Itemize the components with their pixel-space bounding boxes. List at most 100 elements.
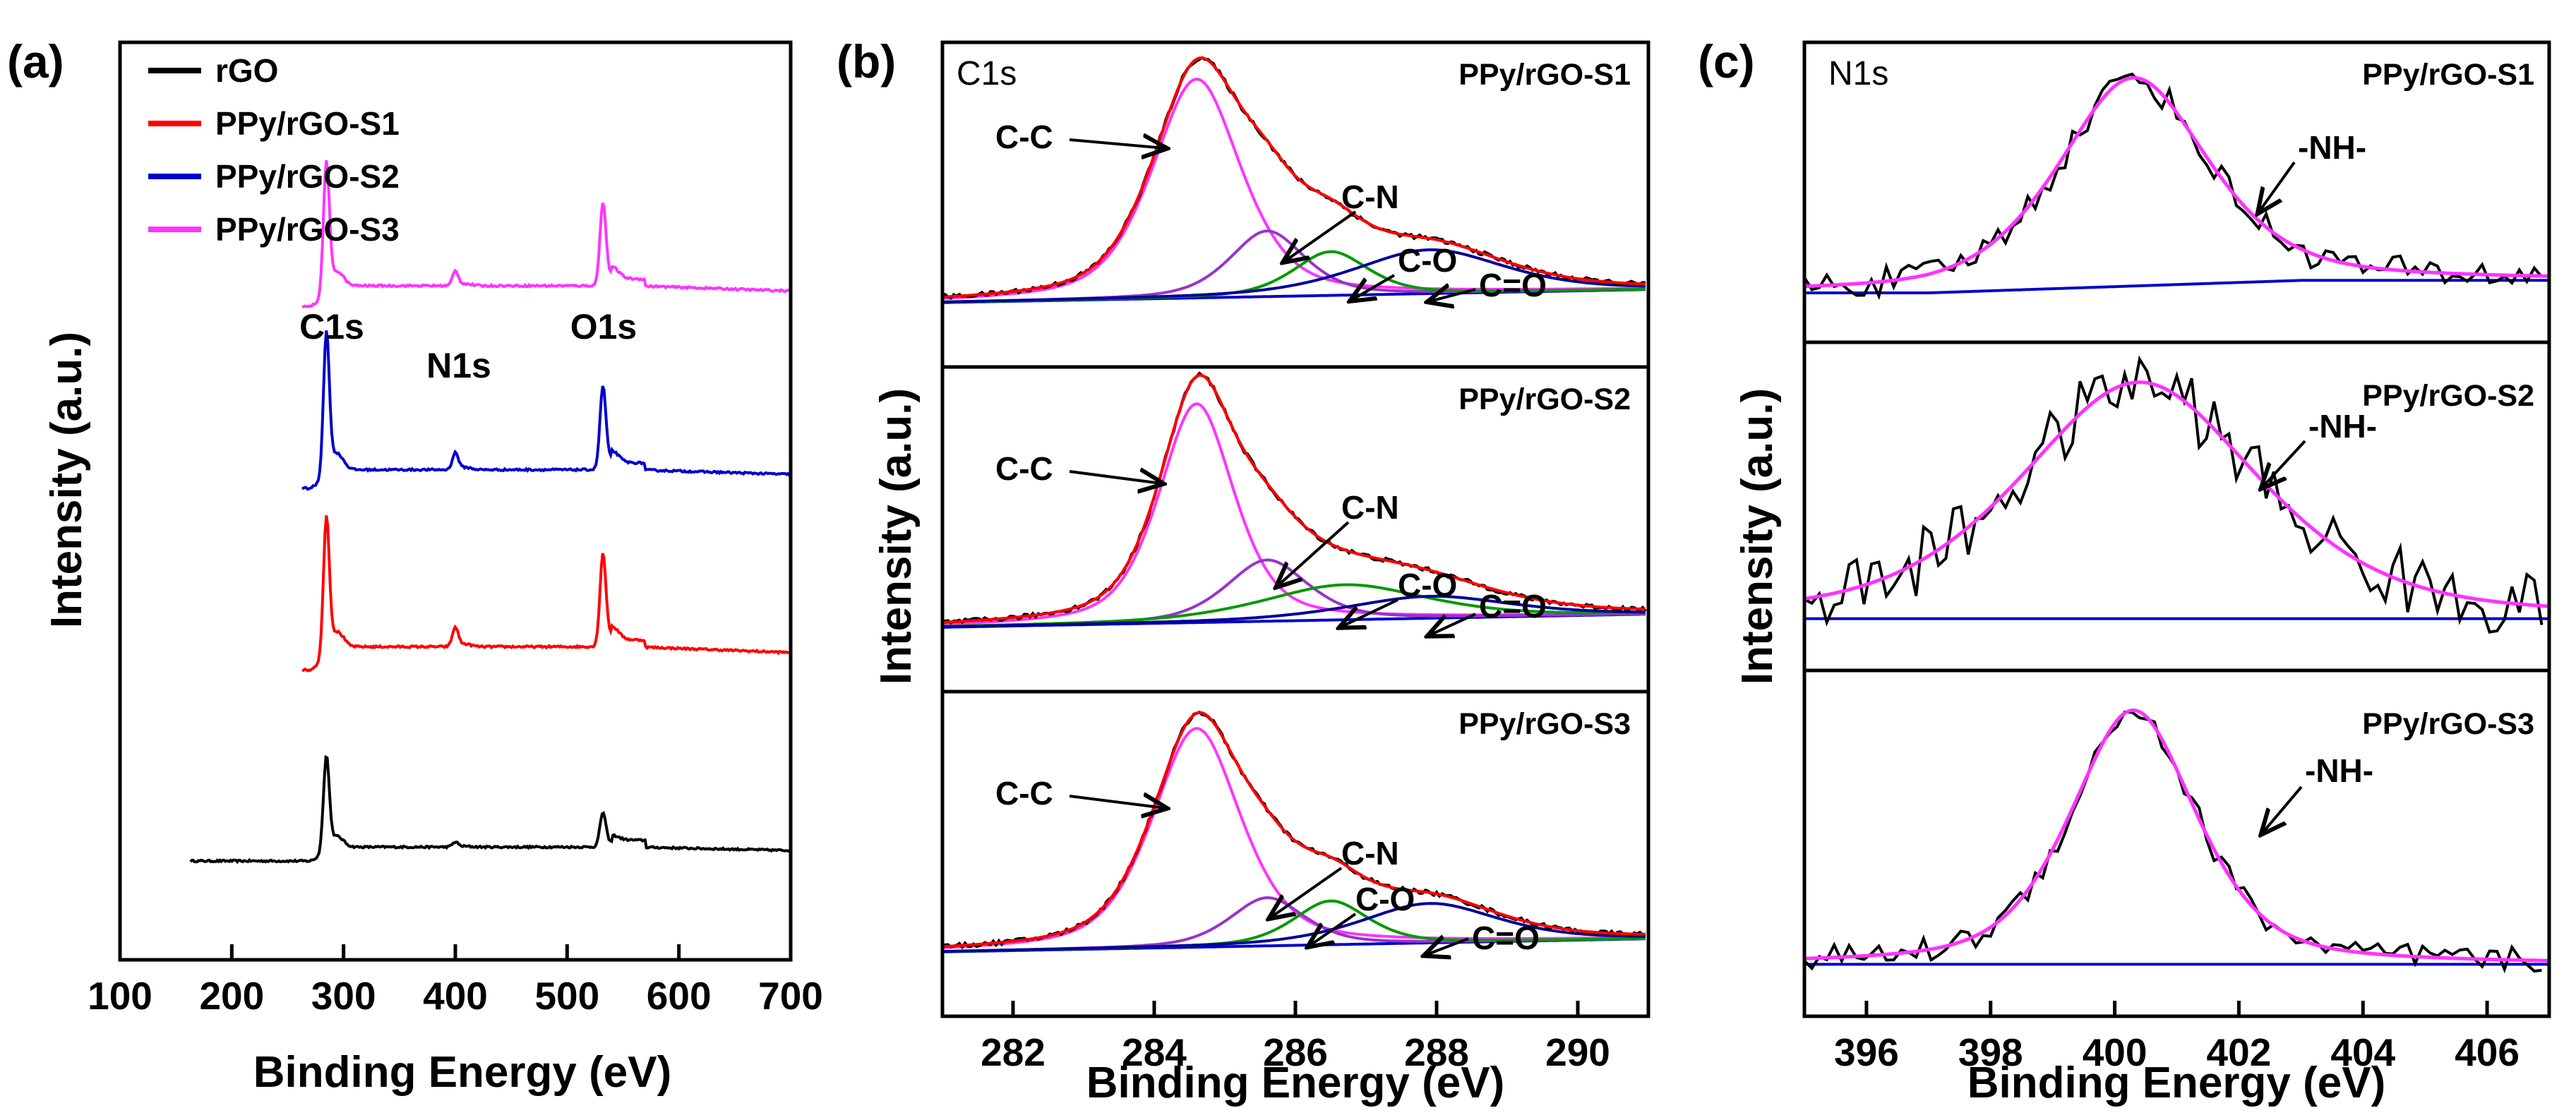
panel-b-xlabel: Binding Energy (eV): [1086, 1059, 1504, 1107]
panel-c-xlabel: Binding Energy (eV): [1967, 1059, 2385, 1107]
panel-c-tick-label-398: 398: [1958, 1030, 2023, 1074]
arrow-cn-s3: [1271, 867, 1343, 917]
panel-a-tick-label-200: 200: [199, 974, 264, 1018]
arrow-cdo-s2: [1430, 613, 1476, 635]
label-cc-s2: C-C: [995, 450, 1053, 487]
panel-c-s2-fit: [1804, 380, 2550, 608]
panel-c-ylabel: Intensity (a.u.): [1733, 388, 1782, 685]
series-ppy-rgo-s2: [301, 330, 792, 491]
label-cc-s1: C-C: [995, 119, 1053, 155]
label-cdo-s3: C=O: [1472, 920, 1540, 956]
arrow-cn-s2: [1278, 521, 1350, 586]
panel-b-sample-s2: PPy/rGO-S2: [1458, 383, 1631, 416]
panel-b-tick-label-284: 284: [1122, 1030, 1187, 1074]
panel-c-s2-raw: [1804, 355, 2544, 634]
series-ppy-rgo-s3: [301, 159, 791, 309]
arrow-co-s1: [1352, 274, 1396, 300]
panel-b-s2-envelope: [942, 373, 1646, 624]
panel-c-s1-background: [1804, 279, 2549, 294]
panel-c-sample-s2: PPy/rGO-S2: [2362, 379, 2534, 413]
panel-a-tick-label-300: 300: [311, 974, 376, 1018]
panel-a-plot: [189, 159, 792, 865]
arrow-cdo-s3: [1426, 939, 1469, 955]
panel-b-plot: [941, 56, 1647, 953]
panel-c-sample-s1: PPy/rGO-S1: [2362, 58, 2534, 92]
panel-b-s1-component-cdo: [942, 248, 1646, 303]
panel-a-tick-label-400: 400: [423, 974, 488, 1018]
panel-c-tick-label-400: 400: [2083, 1030, 2147, 1074]
label-nh-s2: -NH-: [2308, 408, 2377, 445]
panel-a-label: (a): [7, 35, 64, 88]
panel-c-s1-fit: [1804, 76, 2549, 289]
panel-b-ylabel: Intensity (a.u.): [872, 388, 921, 685]
panel-c-tick-label-406: 406: [2455, 1030, 2520, 1074]
panel-c-tick-label-396: 396: [1834, 1030, 1899, 1074]
panel-c-tick-label-402: 402: [2207, 1030, 2272, 1074]
label-co-s1: C-O: [1398, 242, 1457, 279]
panel-c-frame: [1802, 40, 2551, 1018]
arrow-cdo-s1: [1430, 289, 1476, 301]
panel-c-label: (c): [1698, 35, 1755, 88]
panel-a-ylabel: Intensity (a.u.): [42, 332, 91, 628]
panel-a-tick-label-600: 600: [647, 974, 712, 1018]
panel-b: (b) Intensity (a.u.) Binding Energy (eV)…: [837, 35, 1651, 1107]
arrow-nh-s2: [2263, 440, 2306, 487]
panel-b-annotations: [1069, 140, 1476, 955]
panel-b-x-ticks: 282 284 286 288 290: [981, 1001, 1610, 1074]
label-cn-s1: C-N: [1341, 179, 1399, 215]
panel-a-legend: rGO PPy/rGO-S1 PPy/rGO-S2 PPy/rGO-S3: [148, 52, 400, 248]
panel-a-tick-label-700: 700: [758, 974, 823, 1018]
panel-b-s1-component-cc: [942, 78, 1646, 300]
label-cn-s3: C-N: [1341, 835, 1399, 872]
panel-c-s3-fit: [1804, 708, 2549, 963]
panel-b-tick-label-286: 286: [1263, 1030, 1328, 1074]
arrow-co-s3: [1310, 913, 1357, 946]
panel-b-s2-component-cdo: [942, 594, 1646, 629]
arrow-cc-s3: [1069, 796, 1165, 808]
panel-b-tick-label-288: 288: [1404, 1030, 1469, 1074]
legend-label-s3: PPy/rGO-S3: [215, 211, 400, 248]
label-nh-s3: -NH-: [2305, 752, 2373, 789]
series-rgo: [189, 754, 791, 865]
label-cdo-s1: C=O: [1479, 267, 1547, 303]
panel-a-tick-label-100: 100: [88, 974, 152, 1018]
arrow-cn-s1: [1285, 210, 1357, 261]
panel-b-s1-envelope: [942, 56, 1646, 299]
legend-label-rgo: rGO: [215, 52, 278, 89]
label-cdo-s2: C=O: [1479, 588, 1547, 625]
panel-a-tick-label-500: 500: [534, 974, 599, 1018]
arrow-cc-s2: [1069, 471, 1161, 483]
legend-label-s2: PPy/rGO-S2: [215, 158, 400, 195]
label-co-s3: C-O: [1355, 881, 1415, 917]
panel-c-tick-label-404: 404: [2330, 1030, 2395, 1074]
label-cc-s3: C-C: [995, 775, 1053, 812]
panel-c-s3-raw: [1803, 710, 2542, 974]
peak-label-n1s: N1s: [426, 346, 491, 385]
arrow-cc-s1: [1069, 140, 1165, 148]
panel-c-x-ticks: 396 398 400 402 404 406: [1834, 1001, 2520, 1074]
panel-b-s3-envelope: [942, 711, 1646, 949]
peak-label-o1s: O1s: [570, 307, 637, 347]
panel-b-core-label: C1s: [957, 55, 1017, 92]
legend-label-s1: PPy/rGO-S1: [215, 105, 400, 142]
panel-b-sample-s1: PPy/rGO-S1: [1458, 58, 1631, 92]
label-nh-s1: -NH-: [2298, 129, 2366, 166]
panel-c-core-label: N1s: [1828, 55, 1888, 92]
label-cn-s2: C-N: [1341, 489, 1399, 526]
panel-b-tick-label-290: 290: [1545, 1030, 1610, 1074]
panel-a-x-ticks: 100 200 300 400 500 600 700: [88, 944, 823, 1018]
panel-b-s3-component-cdo: [942, 902, 1646, 953]
panel-b-sample-s3: PPy/rGO-S3: [1458, 707, 1631, 741]
panel-b-frame: [940, 40, 1651, 1018]
panel-a: (a) Intensity (a.u.) Binding Energy (eV)…: [7, 35, 823, 1097]
panel-a-xlabel: Binding Energy (eV): [253, 1048, 671, 1097]
peak-label-c1s: C1s: [299, 307, 364, 347]
panel-c-plot: [1803, 72, 2550, 974]
panel-c: (c) Intensity (a.u.) Binding Energy (eV)…: [1698, 35, 2551, 1107]
series-ppy-rgo-s1: [301, 515, 791, 673]
panel-c-sample-s3: PPy/rGO-S3: [2362, 707, 2534, 741]
arrow-nh-s1: [2259, 161, 2296, 212]
arrow-nh-s3: [2263, 785, 2303, 833]
panel-b-label: (b): [837, 35, 896, 88]
